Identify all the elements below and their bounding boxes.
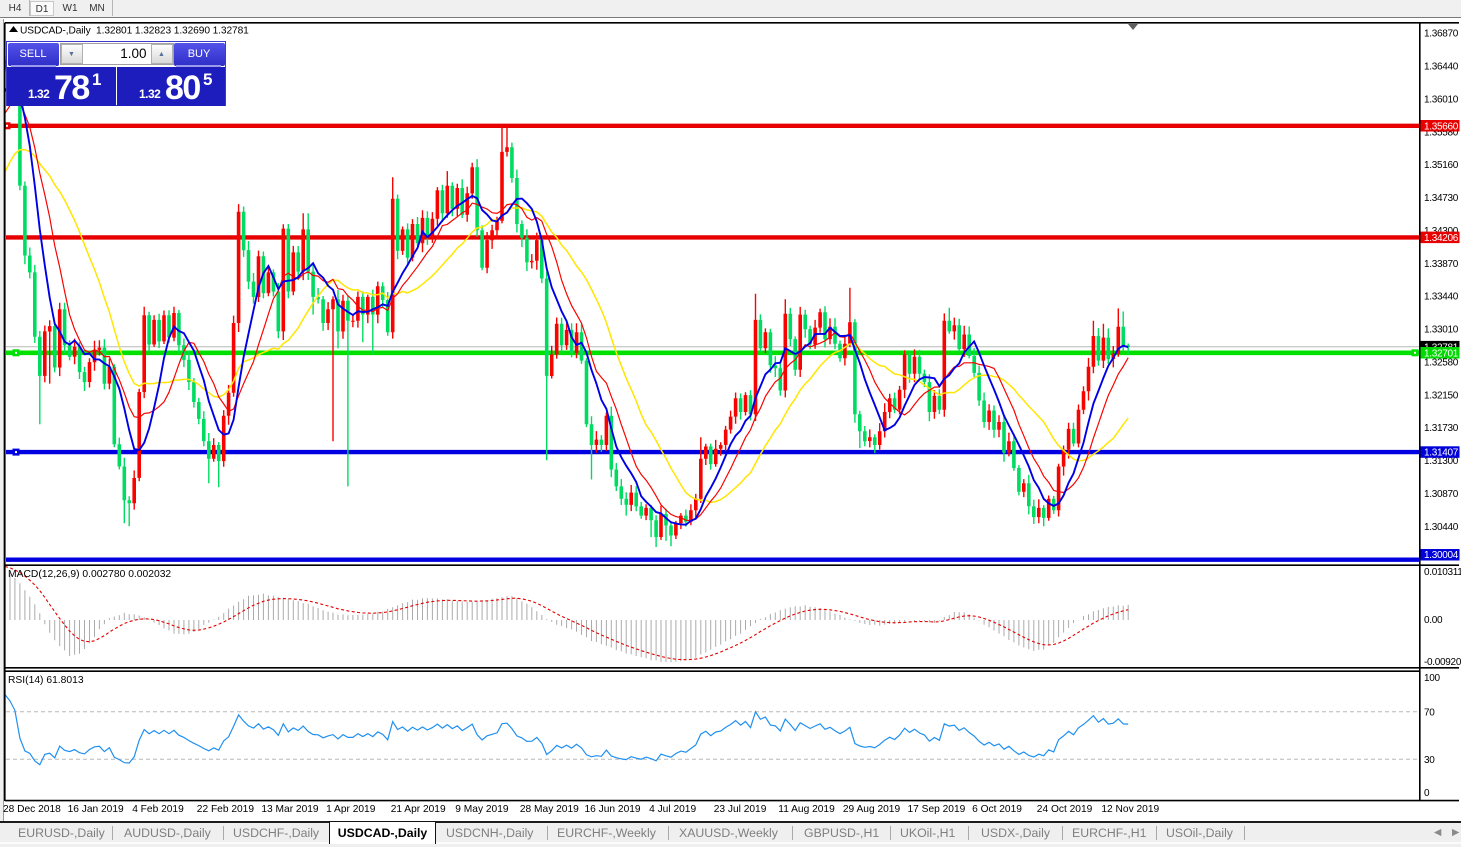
- svg-text:4 Feb 2019: 4 Feb 2019: [132, 804, 184, 815]
- svg-text:1.30870: 1.30870: [1424, 489, 1459, 500]
- svg-text:24 Oct 2019: 24 Oct 2019: [1037, 804, 1093, 815]
- svg-text:1.30440: 1.30440: [1424, 522, 1459, 533]
- svg-text:29 Aug 2019: 29 Aug 2019: [843, 804, 901, 815]
- svg-text:1.36870: 1.36870: [1424, 29, 1459, 40]
- svg-text:70: 70: [1424, 707, 1435, 718]
- svg-text:1.30004: 1.30004: [1424, 550, 1459, 561]
- svg-text:1.33440: 1.33440: [1424, 292, 1459, 303]
- svg-text:1.32580: 1.32580: [1424, 358, 1459, 369]
- svg-text:6 Oct 2019: 6 Oct 2019: [972, 804, 1022, 815]
- svg-text:11 Aug 2019: 11 Aug 2019: [778, 804, 835, 815]
- svg-text:28 Dec 2018: 28 Dec 2018: [3, 804, 61, 815]
- svg-text:1.35160: 1.35160: [1424, 160, 1459, 171]
- svg-text:16 Jun 2019: 16 Jun 2019: [585, 804, 641, 815]
- svg-text:1.32150: 1.32150: [1424, 391, 1459, 402]
- svg-text:0: 0: [1424, 788, 1430, 799]
- svg-text:0.00: 0.00: [1424, 615, 1443, 626]
- svg-text:21 Apr 2019: 21 Apr 2019: [391, 804, 446, 815]
- svg-text:USDCAD-,Daily 1.32801 1.32823: USDCAD-,Daily 1.32801 1.32823 1.32690 1.…: [20, 26, 249, 37]
- svg-text:23 Jul 2019: 23 Jul 2019: [714, 804, 767, 815]
- svg-text:17 Sep 2019: 17 Sep 2019: [908, 804, 966, 815]
- svg-text:-0.009203: -0.009203: [1424, 657, 1461, 668]
- svg-text:RSI(14) 61.8013: RSI(14) 61.8013: [8, 675, 84, 686]
- svg-text:12 Nov 2019: 12 Nov 2019: [1101, 804, 1159, 815]
- svg-text:4 Jul 2019: 4 Jul 2019: [649, 804, 696, 815]
- svg-text:16 Jan 2019: 16 Jan 2019: [68, 804, 124, 815]
- svg-text:30: 30: [1424, 755, 1435, 766]
- svg-text:1.33870: 1.33870: [1424, 259, 1459, 270]
- svg-text:13 Mar 2019: 13 Mar 2019: [261, 804, 319, 815]
- svg-text:0.010311: 0.010311: [1424, 567, 1461, 578]
- svg-text:9 May 2019: 9 May 2019: [455, 804, 509, 815]
- svg-text:1.33010: 1.33010: [1424, 325, 1459, 336]
- svg-text:1.34206: 1.34206: [1424, 233, 1459, 244]
- svg-text:1.32701: 1.32701: [1424, 348, 1459, 359]
- svg-text:1.35660: 1.35660: [1424, 121, 1459, 132]
- svg-text:1 Apr 2019: 1 Apr 2019: [326, 804, 376, 815]
- svg-text:1.31730: 1.31730: [1424, 423, 1459, 434]
- svg-text:1.34300: 1.34300: [1424, 226, 1459, 237]
- svg-text:1.36440: 1.36440: [1424, 62, 1459, 73]
- svg-text:1.31407: 1.31407: [1424, 448, 1459, 459]
- svg-text:22 Feb 2019: 22 Feb 2019: [197, 804, 255, 815]
- svg-text:100: 100: [1424, 673, 1441, 684]
- svg-text:1.34730: 1.34730: [1424, 193, 1459, 204]
- svg-text:1.35580: 1.35580: [1424, 128, 1459, 139]
- svg-text:1.31300: 1.31300: [1424, 456, 1459, 467]
- svg-text:1.36010: 1.36010: [1424, 95, 1459, 106]
- svg-text:MACD(12,26,9) 0.002780 0.00203: MACD(12,26,9) 0.002780 0.002032: [8, 569, 171, 580]
- svg-text:28 May 2019: 28 May 2019: [520, 804, 579, 815]
